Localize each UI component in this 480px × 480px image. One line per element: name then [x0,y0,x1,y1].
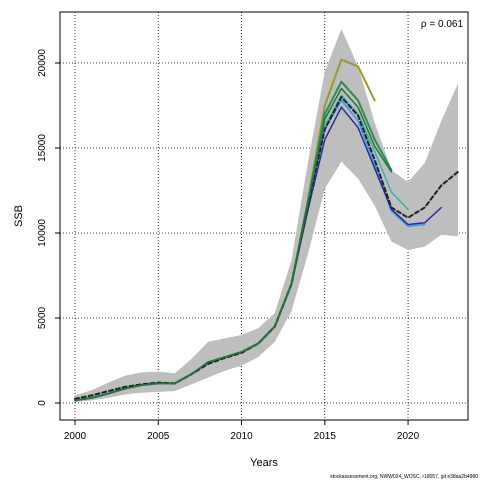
series-layer [74,58,459,402]
y-tick-label: 15000 [37,134,48,162]
x-tick-label: 2020 [397,431,420,442]
y-tick-label: 5000 [37,306,48,329]
grid [60,12,468,420]
x-axis-title: Years [250,457,278,469]
axes: 2000 2005 2010 2015 2020 0 5000 10000 15000 20000 [37,49,420,442]
y-tick-label: 10000 [37,219,48,247]
x-tick-label: 2000 [64,431,87,442]
y-axis-title: SSB [13,205,25,227]
x-tick-label: 2005 [147,431,170,442]
plot-frame [59,11,469,421]
x-tick-label: 2010 [230,431,253,442]
y-tick-label: 0 [37,400,48,406]
credit-text: stockassessment.org, NWW024_WOSC, r18057… [330,474,478,480]
rho-annotation: ρ = 0.061 [421,19,464,30]
y-tick-label: 20000 [37,49,48,77]
series-line-7 [74,87,393,402]
x-tick-label: 2015 [314,431,337,442]
